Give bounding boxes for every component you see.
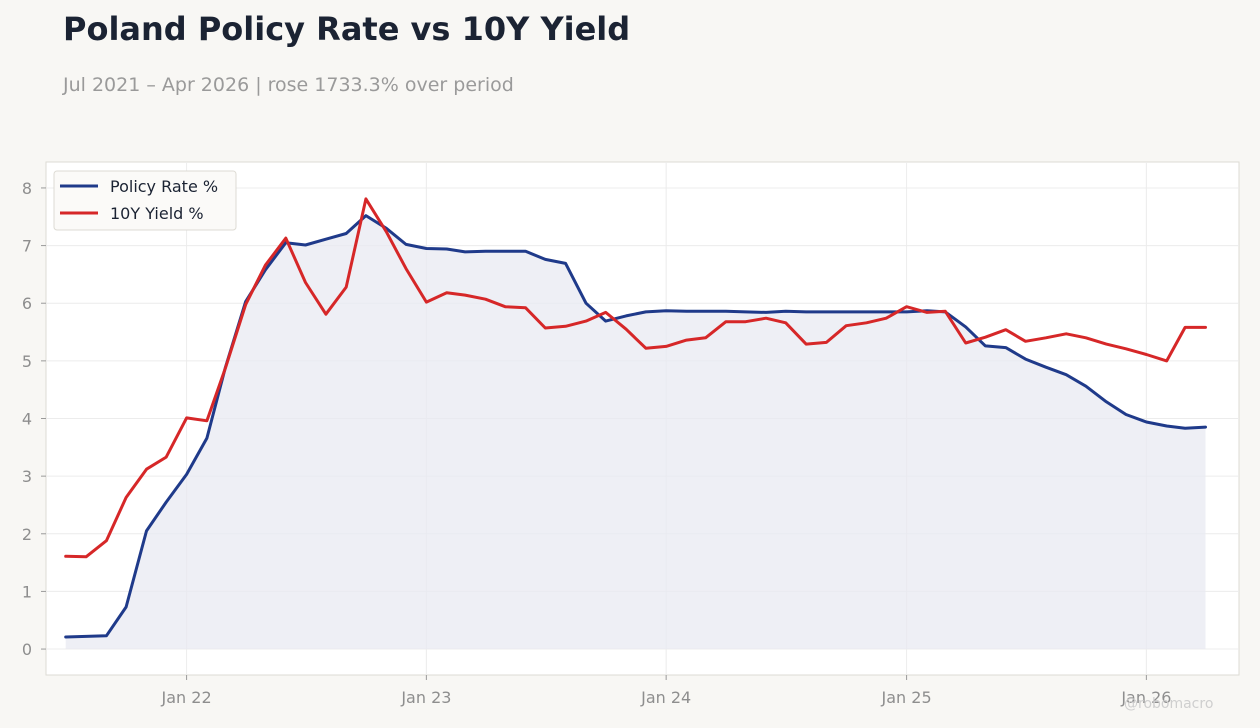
watermark: @robomacro [1124,696,1214,712]
y-tick-label: 7 [22,237,32,256]
legend-label-policy-rate: Policy Rate % [110,177,218,196]
chart-subtitle: Jul 2021 – Apr 2026 | rose 1733.3% over … [63,74,514,96]
area-layer [65,215,1206,650]
chart-title: Poland Policy Rate vs 10Y Yield [63,10,631,48]
x-tick-label: Jan 23 [400,688,451,707]
y-tick-label: 2 [22,525,32,544]
y-tick-label: 4 [22,410,32,429]
x-tick-label: Jan 22 [161,688,212,707]
y-tick-label: 0 [22,640,32,659]
y-tick-label: 5 [22,352,32,371]
y-tick-label: 3 [22,467,32,486]
legend-box [53,170,237,231]
y-tick-label: 8 [22,179,32,198]
y-tick-label: 6 [22,294,32,313]
x-tick-label: Jan 25 [881,688,932,707]
line-layer [64,197,1207,639]
legend: Policy Rate % 10Y Yield % [53,170,237,231]
x-tick-label: Jan 24 [640,688,691,707]
y-axis: 0 1 2 3 4 5 6 7 8 [22,179,46,659]
series-line-1 [64,197,1207,559]
x-tick-label: Jan 26 [1120,688,1171,707]
x-axis: Jan 22 Jan 23 Jan 24 Jan 25 Jan 26 [161,675,1171,707]
series-area-0 [65,215,1206,650]
legend-label-10y-yield: 10Y Yield % [110,204,204,223]
y-tick-label: 1 [22,582,32,601]
